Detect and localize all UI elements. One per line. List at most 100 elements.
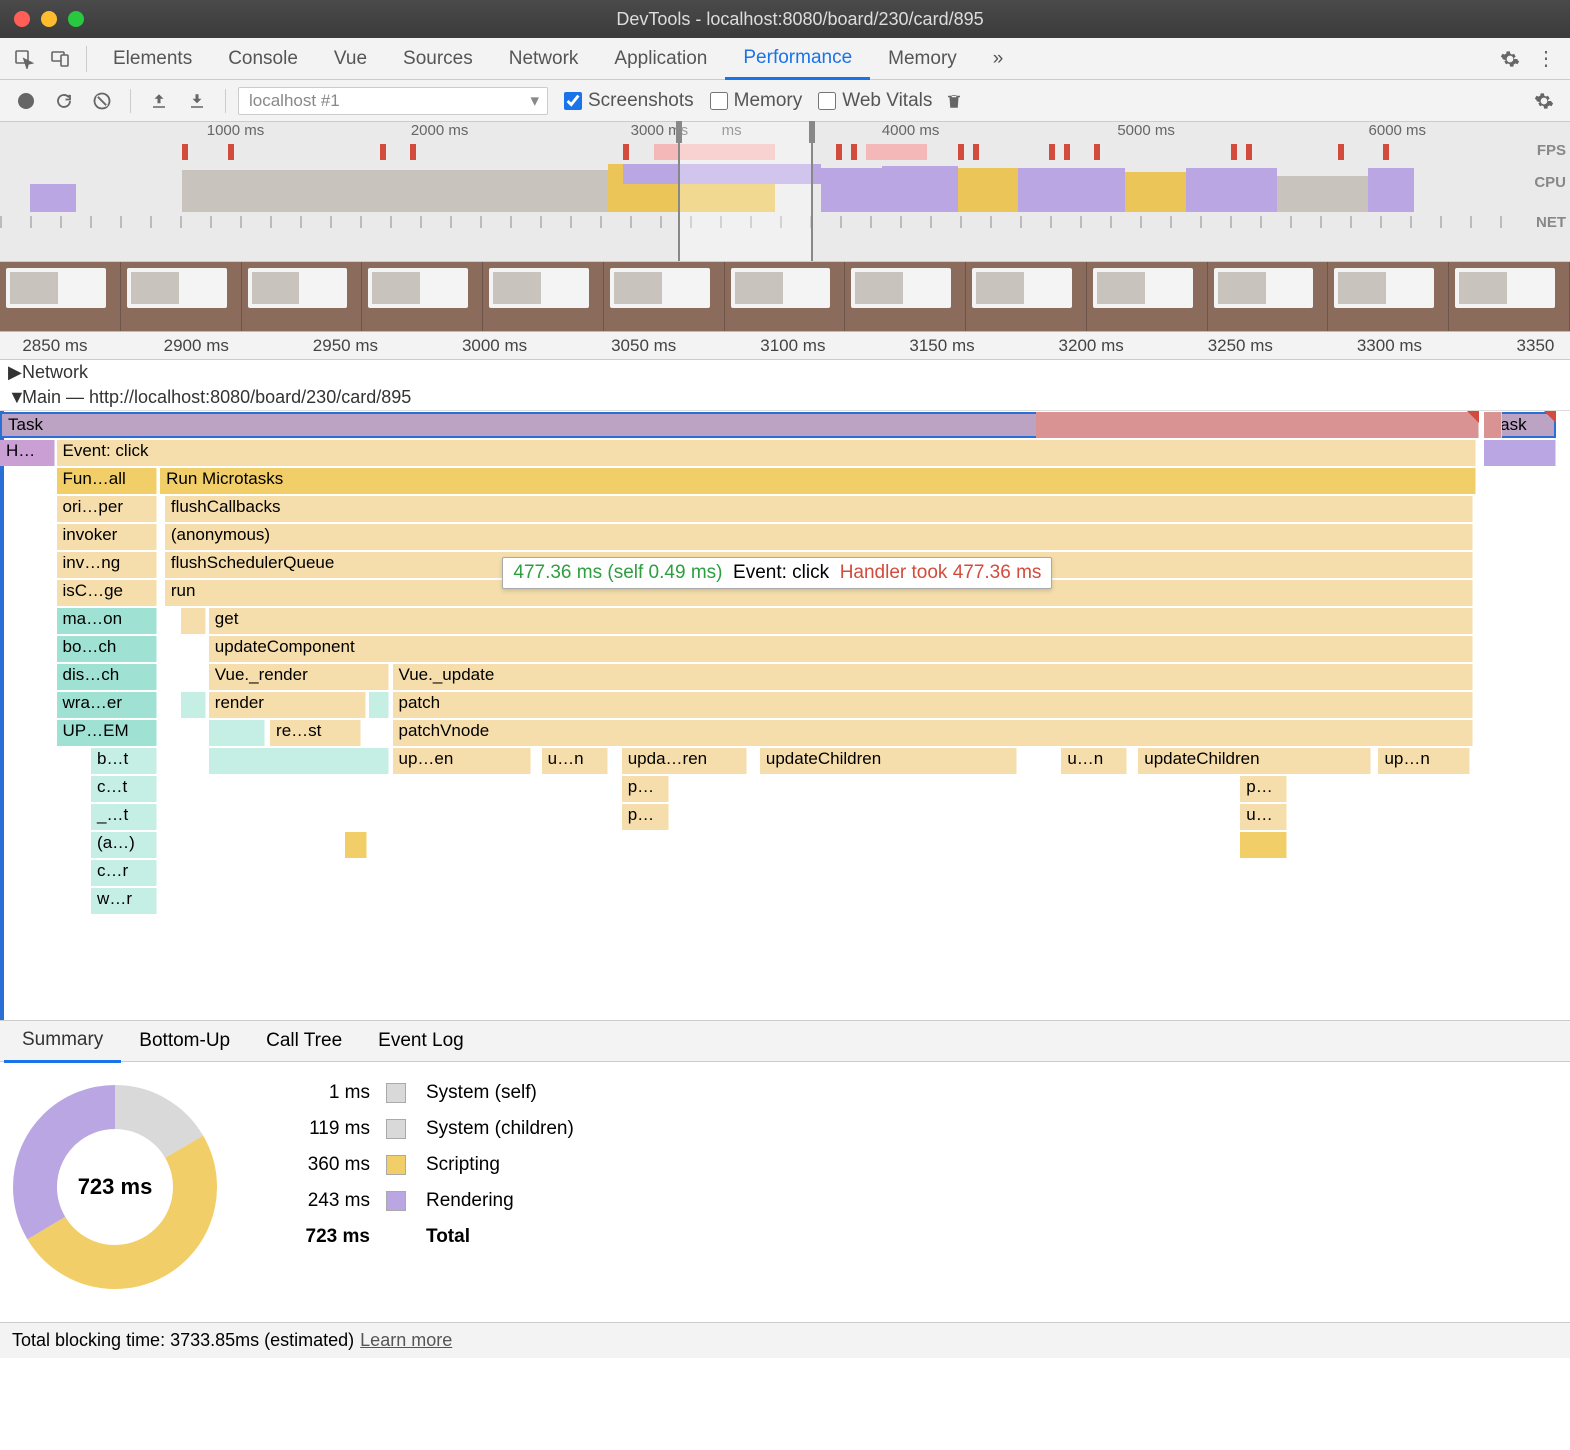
flame-bar[interactable]: isC…ge — [57, 580, 157, 606]
tab-network[interactable]: Network — [491, 38, 597, 80]
flame-bar[interactable]: c…r — [91, 860, 157, 886]
flame-bar[interactable] — [209, 748, 390, 774]
tab-elements[interactable]: Elements — [95, 38, 210, 80]
more-menu-icon[interactable]: ⋮ — [1528, 41, 1564, 77]
flame-bar[interactable] — [1036, 412, 1479, 438]
download-icon[interactable] — [181, 85, 213, 117]
tab-vue[interactable]: Vue — [316, 38, 385, 80]
flame-bar[interactable]: (anonymous) — [165, 524, 1473, 550]
screenshot-thumbnail[interactable] — [0, 262, 121, 331]
flame-bar[interactable] — [1484, 412, 1503, 438]
screenshot-thumbnail[interactable] — [1087, 262, 1208, 331]
flame-bar[interactable]: u… — [1240, 804, 1287, 830]
main-section-header[interactable]: ▼Main — http://localhost:8080/board/230/… — [0, 385, 1570, 410]
details-tab-bottom-up[interactable]: Bottom-Up — [121, 1020, 248, 1062]
flame-bar[interactable]: H… — [0, 440, 55, 466]
flame-bar[interactable]: bo…ch — [57, 636, 157, 662]
flame-bar[interactable]: _…t — [91, 804, 157, 830]
selection-handle-right[interactable] — [809, 121, 815, 143]
screenshot-thumbnail[interactable] — [725, 262, 846, 331]
inspect-element-icon[interactable] — [6, 41, 42, 77]
screenshot-thumbnail[interactable] — [242, 262, 363, 331]
flame-bar[interactable] — [345, 832, 367, 858]
flame-bar[interactable]: updateChildren — [760, 748, 1017, 774]
settings-gear-icon[interactable] — [1528, 85, 1560, 117]
flame-bar[interactable]: Event: click — [57, 440, 1476, 466]
tab-memory[interactable]: Memory — [870, 38, 975, 80]
flame-bar[interactable] — [1240, 832, 1287, 858]
flame-bar[interactable]: dis…ch — [57, 664, 157, 690]
screenshot-thumbnail[interactable] — [604, 262, 725, 331]
flame-bar[interactable] — [181, 692, 206, 718]
learn-more-link[interactable]: Learn more — [360, 1330, 452, 1351]
flame-bar[interactable] — [1484, 440, 1556, 466]
flame-bar[interactable]: render — [209, 692, 366, 718]
flame-bar[interactable]: updateComponent — [209, 636, 1473, 662]
flame-bar[interactable]: up…en — [393, 748, 531, 774]
flame-bar[interactable]: inv…ng — [57, 552, 157, 578]
flame-bar[interactable]: ma…on — [57, 608, 157, 634]
selection-handle-left[interactable] — [676, 121, 682, 143]
flame-bar[interactable]: w…r — [91, 888, 157, 914]
flame-bar[interactable]: c…t — [91, 776, 157, 802]
flame-bar[interactable]: upda…ren — [622, 748, 748, 774]
details-tab-call-tree[interactable]: Call Tree — [248, 1020, 360, 1062]
details-tab-event-log[interactable]: Event Log — [360, 1020, 482, 1062]
overview-selection[interactable] — [678, 122, 813, 261]
flame-bar[interactable]: Run Microtasks — [160, 468, 1476, 494]
device-toggle-icon[interactable] — [42, 41, 78, 77]
flame-bar[interactable] — [209, 720, 266, 746]
screenshot-thumbnail[interactable] — [1328, 262, 1449, 331]
flame-bar[interactable]: UP…EM — [57, 720, 157, 746]
screenshot-thumbnail[interactable] — [966, 262, 1087, 331]
tab-sources[interactable]: Sources — [385, 38, 491, 80]
tab-performance[interactable]: Performance — [725, 38, 870, 80]
memory-checkbox[interactable]: Memory — [710, 90, 803, 112]
screenshots-strip[interactable] — [0, 262, 1570, 332]
flame-bar[interactable]: p… — [622, 776, 669, 802]
flame-bar[interactable]: ori…per — [57, 496, 157, 522]
screenshots-checkbox[interactable]: Screenshots — [564, 90, 694, 112]
webvitals-checkbox[interactable]: Web Vitals — [818, 90, 932, 112]
flame-chart[interactable]: TaskTaskH…Event: clickFun…allRun Microta… — [0, 410, 1570, 1020]
flame-bar[interactable]: flushCallbacks — [165, 496, 1473, 522]
flame-bar[interactable]: up…n — [1378, 748, 1469, 774]
flame-bar[interactable]: u…n — [542, 748, 608, 774]
flame-bar[interactable] — [369, 692, 389, 718]
record-icon[interactable] — [10, 85, 42, 117]
network-section-header[interactable]: ▶Network — [0, 360, 1570, 385]
screenshot-thumbnail[interactable] — [1449, 262, 1570, 331]
flame-bar[interactable]: Fun…all — [57, 468, 157, 494]
flame-bar[interactable]: get — [209, 608, 1473, 634]
screenshot-thumbnail[interactable] — [845, 262, 966, 331]
reload-icon[interactable] — [48, 85, 80, 117]
flame-bar[interactable]: Vue._render — [209, 664, 390, 690]
flame-bar[interactable]: re…st — [270, 720, 361, 746]
close-window-icon[interactable] — [14, 11, 30, 27]
delete-icon[interactable] — [938, 85, 970, 117]
flame-bar[interactable]: p… — [622, 804, 669, 830]
upload-icon[interactable] — [143, 85, 175, 117]
screenshot-thumbnail[interactable] — [1208, 262, 1329, 331]
clear-icon[interactable] — [86, 85, 118, 117]
flame-bar[interactable]: (a…) — [91, 832, 157, 858]
overview-timeline[interactable]: 1000 ms2000 ms3000 msms4000 ms5000 ms600… — [0, 122, 1570, 262]
flame-bar[interactable]: u…n — [1061, 748, 1127, 774]
tab-application[interactable]: Application — [596, 38, 725, 80]
flame-bar[interactable]: updateChildren — [1138, 748, 1370, 774]
flame-bar[interactable]: invoker — [57, 524, 157, 550]
flame-bar[interactable]: patch — [393, 692, 1473, 718]
flame-bar[interactable]: p… — [1240, 776, 1287, 802]
flame-bar[interactable]: patchVnode — [393, 720, 1473, 746]
screenshot-thumbnail[interactable] — [121, 262, 242, 331]
profile-select[interactable]: localhost #1 — [238, 87, 548, 115]
details-tab-summary[interactable]: Summary — [4, 1021, 121, 1063]
settings-gear-icon[interactable] — [1492, 41, 1528, 77]
flame-bar[interactable]: Vue._update — [393, 664, 1473, 690]
flame-bar[interactable]: b…t — [91, 748, 157, 774]
tab-console[interactable]: Console — [210, 38, 316, 80]
screenshot-thumbnail[interactable] — [362, 262, 483, 331]
flame-bar[interactable]: wra…er — [57, 692, 157, 718]
flame-bar[interactable] — [181, 608, 206, 634]
tab-overflow[interactable]: » — [975, 38, 1022, 80]
